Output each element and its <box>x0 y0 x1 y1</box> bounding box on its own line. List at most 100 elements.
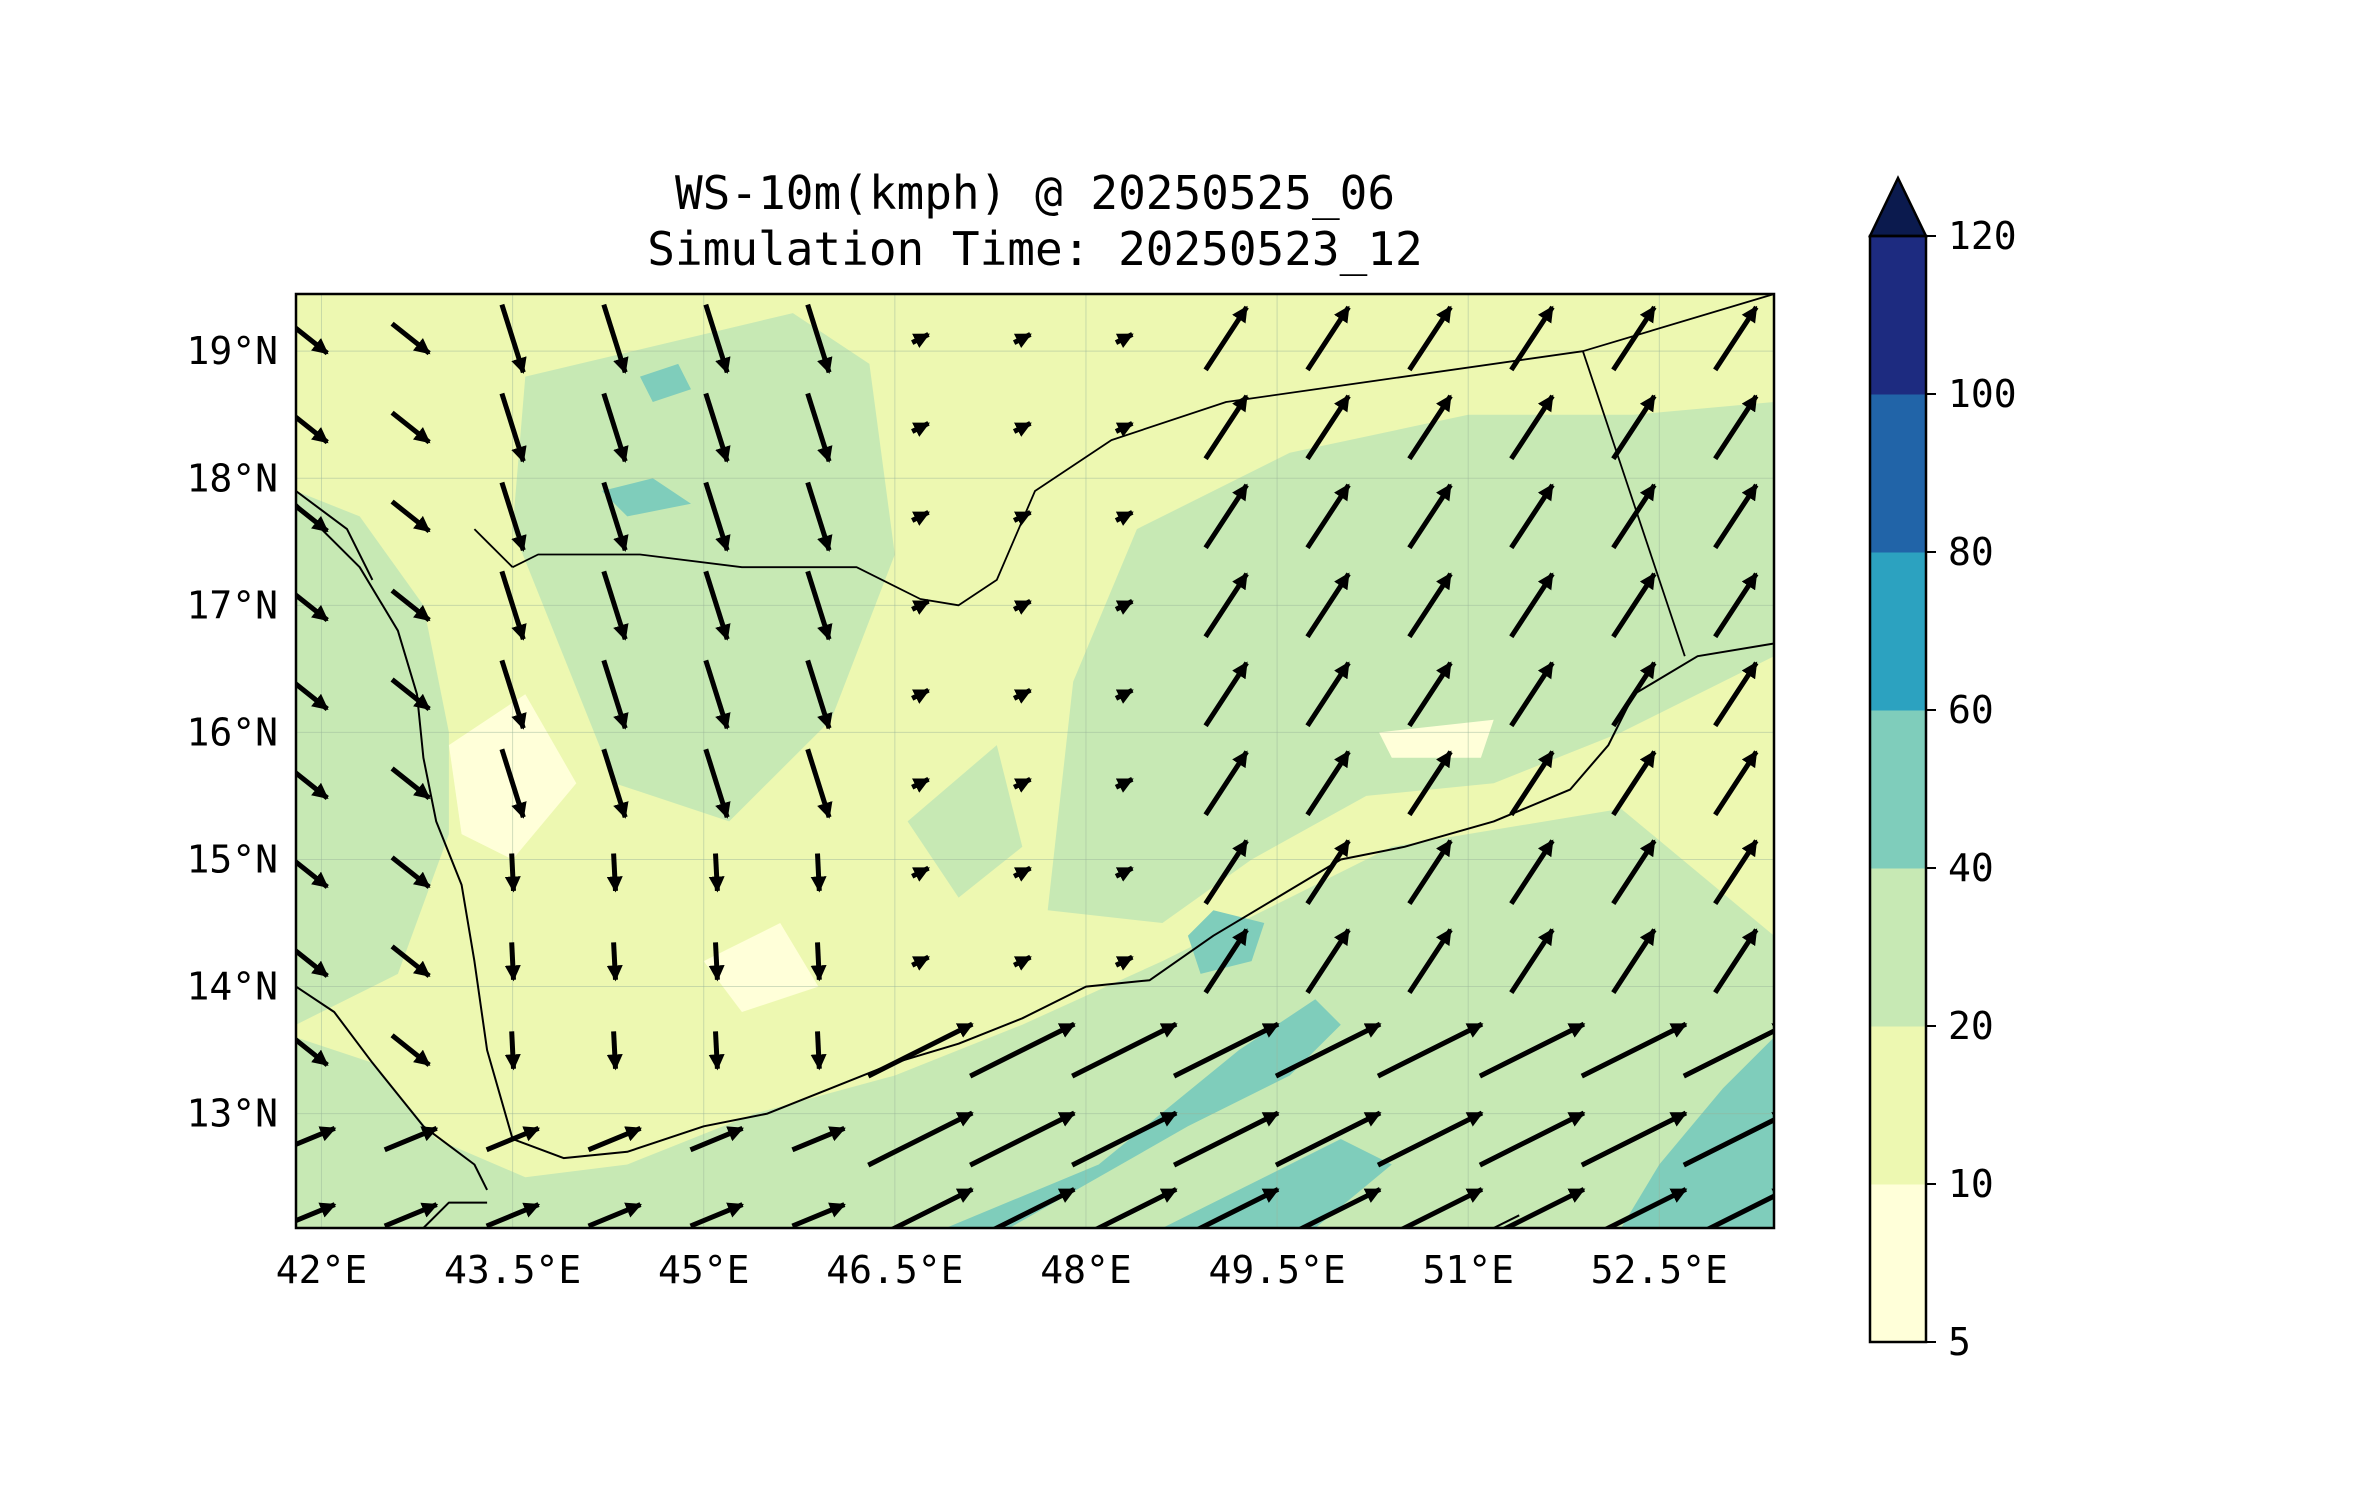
wind-arrow-134 <box>1682 1023 1774 1079</box>
lon-axis: 42°E 43.5°E 45°E 46.5°E 48°E 49.5°E 51°E 52.5°E <box>276 1248 1728 1292</box>
wind-arrow-122 <box>504 1031 521 1071</box>
wind-arrow-132 <box>1478 1021 1586 1079</box>
chart-title-line-1: WS-10m(kmph) @ 20250525_06 <box>674 166 1396 220</box>
coastline-somalia <box>1493 1214 1520 1228</box>
wind-arrow-82 <box>1012 776 1032 793</box>
field-red-sea <box>296 491 449 1025</box>
wind-arrow-70 <box>1305 661 1351 728</box>
lat-tick-label-1: 18°N <box>186 456 278 500</box>
wind-arrow-84 <box>1203 750 1249 817</box>
wind-arrow-31 <box>390 499 431 534</box>
lat-tick-label-0: 19°N <box>186 329 278 373</box>
map-frame <box>294 292 1776 1230</box>
wind-arrow-91 <box>390 855 431 889</box>
wind-arrow-85 <box>1305 750 1351 817</box>
wind-arrow-66 <box>911 687 930 704</box>
wind-arrow-43 <box>1611 483 1657 550</box>
wind-arrow-121 <box>390 1033 431 1067</box>
wind-arrow-58 <box>1611 572 1657 639</box>
lat-tick-label-4: 15°N <box>186 837 278 881</box>
wind-arrow-41 <box>1407 483 1453 550</box>
wind-arrow-153 <box>587 1202 642 1228</box>
wind-arrow-64 <box>703 659 731 730</box>
wind-arrow-22 <box>1012 421 1032 437</box>
wind-arrow-38 <box>1114 510 1134 526</box>
wind-arrow-128 <box>1071 1021 1178 1079</box>
wind-arrow-139 <box>689 1125 744 1153</box>
wind-arrow-113 <box>1114 954 1134 971</box>
wind-arrow-136 <box>383 1125 439 1153</box>
lon-tick-label-3: 46.5°E <box>826 1248 963 1292</box>
field-calm-3 <box>1379 719 1494 758</box>
wind-arrow-12 <box>1509 305 1555 372</box>
lon-tick-label-2: 45°E <box>658 1248 750 1292</box>
wind-arrow-131 <box>1376 1021 1484 1079</box>
wind-arrow-52 <box>1012 599 1032 615</box>
wind-arrow-53 <box>1114 599 1134 615</box>
colorbar-segment-0 <box>1870 1184 1926 1343</box>
wind-arrow-163 <box>1602 1187 1688 1228</box>
colorbar-frame <box>1868 234 1928 1344</box>
wind-arrow-88 <box>1611 750 1657 817</box>
wind-arrow-48 <box>601 570 629 641</box>
colorbar-label-7: 120 <box>1948 214 2017 258</box>
field-gulf-jet-2 <box>1162 1139 1392 1228</box>
map-panel <box>294 292 1776 1230</box>
wind-arrow-44 <box>1713 483 1759 550</box>
wind-arrow-158 <box>1093 1187 1178 1228</box>
field-north-patch <box>640 363 691 402</box>
wind-arrow-2 <box>499 303 527 374</box>
wind-arrow-97 <box>1012 865 1032 882</box>
wind-speed-field <box>296 313 1774 1228</box>
wind-arrow-19 <box>703 392 731 463</box>
wind-arrow-34 <box>703 481 731 552</box>
wind-arrow-65 <box>805 659 833 730</box>
field-east-interior <box>1047 402 1774 923</box>
wind-arrow-80 <box>805 748 833 819</box>
wind-arrow-118 <box>1611 928 1657 994</box>
wind-arrow-49 <box>703 570 731 641</box>
wind-arrow-7 <box>1012 332 1032 349</box>
wind-arrow-108 <box>606 942 623 982</box>
wind-arrow-144 <box>1172 1110 1280 1168</box>
coastline-saudi-redsea <box>296 490 374 581</box>
wind-arrow-151 <box>383 1202 439 1228</box>
wind-arrow-123 <box>606 1031 623 1071</box>
colorbar-label-3: 40 <box>1948 846 1994 890</box>
field-north-patch-2 <box>601 478 691 517</box>
colorbar-label-1: 10 <box>1948 1162 1994 1206</box>
lon-tick-label-4: 48°E <box>1040 1248 1132 1292</box>
wind-arrow-162 <box>1500 1187 1586 1228</box>
wind-arrow-138 <box>587 1125 642 1153</box>
coastlines-and-borders <box>296 294 1774 1228</box>
wind-arrow-119 <box>1713 928 1759 994</box>
wind-arrow-79 <box>703 748 731 819</box>
colorbar-extend-triangle <box>1868 175 1928 238</box>
wind-arrow-39 <box>1203 483 1249 550</box>
wind-arrow-129 <box>1172 1021 1280 1079</box>
wind-arrow-37 <box>1012 510 1032 526</box>
field-balhaf-patch <box>1187 910 1265 974</box>
wind-arrow-56 <box>1407 572 1453 639</box>
wind-arrow-62 <box>499 659 527 730</box>
wind-arrow-57 <box>1509 572 1555 639</box>
field-gulf-jet-core <box>945 999 1341 1228</box>
colorbar-segment-1 <box>1870 1026 1926 1185</box>
wind-arrow-26 <box>1407 394 1453 461</box>
wind-arrow-102 <box>1509 839 1555 905</box>
wind-arrow-61 <box>390 677 431 711</box>
colorbar-label-6: 100 <box>1948 372 2017 416</box>
wind-arrow-152 <box>485 1202 541 1228</box>
wind-arrow-69 <box>1203 661 1249 728</box>
colorbar-label-2: 20 <box>1948 1004 1994 1048</box>
wind-arrow-146 <box>1376 1110 1484 1168</box>
colorbar-segment-6 <box>1870 236 1926 395</box>
wind-arrow-133 <box>1580 1021 1688 1079</box>
wind-arrow-114 <box>1203 928 1249 994</box>
coastline-yemen-west <box>296 502 1774 1160</box>
wind-arrow-4 <box>703 303 731 374</box>
wind-arrow-140 <box>791 1125 846 1153</box>
lat-tick-label-6: 13°N <box>186 1092 278 1136</box>
wind-arrow-14 <box>1713 305 1759 372</box>
wind-arrow-154 <box>689 1202 744 1228</box>
